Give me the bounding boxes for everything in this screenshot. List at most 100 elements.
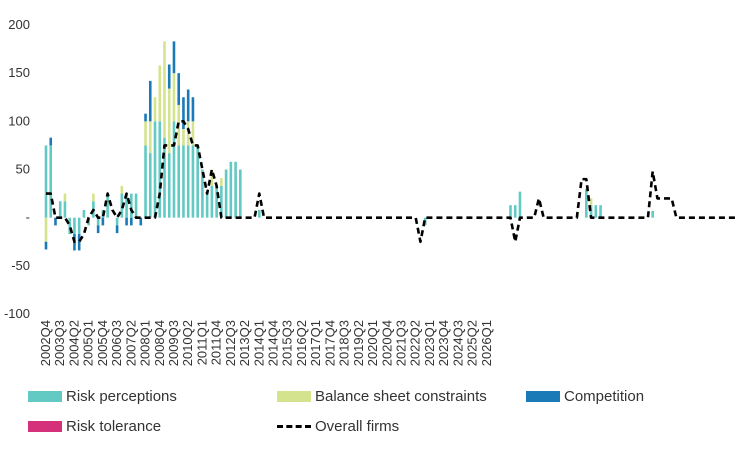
- bar-segment-risk-perceptions: [196, 145, 199, 218]
- bar-segment-risk-perceptions: [148, 153, 152, 218]
- bar-segment-risk-perceptions: [201, 169, 204, 218]
- bar-segment-risk-perceptions: [651, 210, 654, 218]
- bar-segment-balance-sheet-constraints: [158, 65, 162, 122]
- bar-segment-risk-perceptions: [125, 193, 128, 218]
- x-tick-label: 2017Q4: [322, 320, 337, 366]
- x-tick-label: 2007Q2: [123, 320, 138, 366]
- legend-swatch-balance-sheet-constraints: [277, 390, 311, 402]
- bar-segment-risk-perceptions: [172, 121, 176, 218]
- bar-segment-risk-perceptions: [49, 145, 53, 218]
- bar-segment-risk-perceptions: [513, 205, 517, 218]
- x-tick-label: 2022Q2: [408, 320, 423, 366]
- x-tick-label: 2004Q2: [66, 320, 81, 366]
- bar-segment-risk-perceptions: [130, 193, 133, 218]
- bar-segment-risk-perceptions: [224, 169, 228, 218]
- y-tick-label: -100: [4, 306, 30, 321]
- bar-segment-competition: [101, 217, 105, 226]
- bar-segment-balance-sheet-constraints: [44, 217, 48, 242]
- bar-segment-risk-perceptions: [257, 209, 261, 218]
- bar-segment-competition: [49, 137, 53, 146]
- x-axis: 2002Q4 2003Q3 2004Q2 2005Q1 2005Q4 2006Q3 2007…: [38, 320, 494, 366]
- y-tick-label: -: [26, 210, 30, 225]
- legend-label: Overall firms: [315, 417, 400, 435]
- bar-segment-balance-sheet-constraints: [220, 178, 223, 186]
- bar-series: [44, 41, 654, 251]
- x-tick-label: 2019Q2: [351, 320, 366, 366]
- x-tick-label: 2008Q4: [152, 320, 167, 366]
- bar-segment-risk-perceptions: [589, 205, 593, 218]
- x-tick-label: 2014Q4: [266, 320, 281, 366]
- legend-item-risk-perceptions: Risk perceptions: [28, 385, 177, 407]
- bar-segment-risk-perceptions: [96, 217, 100, 226]
- bar-segment-risk-perceptions: [63, 201, 67, 218]
- x-tick-label: 2010Q2: [180, 320, 195, 366]
- x-tick-label: 2018Q3: [337, 320, 352, 366]
- bar-segment-competition: [130, 217, 133, 226]
- bar-segment-risk-perceptions: [144, 145, 147, 218]
- bar-segment-competition: [191, 97, 195, 122]
- bar-segment-competition: [77, 234, 81, 251]
- bar-segment-balance-sheet-constraints: [191, 121, 195, 146]
- overall-firms-series-line: [46, 120, 738, 244]
- x-tick-label: 2014Q1: [251, 320, 266, 366]
- bar-segment-risk-perceptions: [163, 137, 166, 218]
- bar-segment-risk-perceptions: [229, 161, 233, 218]
- x-tick-label: 2008Q1: [138, 320, 153, 366]
- bar-segment-risk-perceptions: [518, 191, 522, 218]
- bar-segment-risk-perceptions: [73, 217, 76, 235]
- bar-segment-risk-perceptions: [158, 121, 162, 218]
- y-tick-label: 100: [8, 113, 30, 128]
- bar-segment-balance-sheet-constraints: [144, 121, 147, 146]
- bar-segment-balance-sheet-constraints: [182, 129, 185, 146]
- bar-segment-risk-perceptions: [68, 217, 71, 235]
- bar-segment-risk-perceptions: [191, 145, 195, 218]
- x-tick-label: 2017Q1: [308, 320, 323, 366]
- bar-segment-competition: [144, 113, 147, 122]
- bar-segment-competition: [44, 241, 48, 250]
- legend-item-overall-firms: Overall firms: [277, 415, 399, 437]
- legend-swatch-risk-perceptions: [28, 390, 62, 402]
- x-tick-label: 2013Q2: [237, 320, 252, 366]
- legend-label: Risk tolerance: [66, 417, 162, 435]
- bar-segment-risk-perceptions: [134, 193, 138, 218]
- x-tick-label: 2025Q2: [465, 320, 480, 366]
- x-tick-label: 2003Q3: [52, 320, 67, 366]
- bar-segment-risk-perceptions: [58, 201, 62, 218]
- bar-segment-risk-perceptions: [186, 145, 190, 218]
- bar-segment-balance-sheet-constraints: [210, 169, 214, 186]
- bar-segment-risk-perceptions: [44, 145, 48, 218]
- legend-label: Balance sheet constraints: [315, 387, 487, 405]
- bar-segment-competition: [96, 225, 100, 234]
- legend-swatch-competition: [526, 390, 560, 402]
- bar-segment-risk-perceptions: [509, 205, 512, 218]
- legend-label: Competition: [564, 387, 645, 405]
- bar-segment-balance-sheet-constraints: [92, 193, 95, 202]
- legend-label: Risk perceptions: [66, 387, 177, 405]
- bar-segment-balance-sheet-constraints: [153, 97, 157, 122]
- legend-item-competition: Competition: [526, 385, 644, 407]
- x-tick-label: 2011Q4: [209, 320, 224, 365]
- bar-segment-risk-perceptions: [210, 185, 214, 218]
- bar-segment-balance-sheet-constraints: [167, 88, 171, 154]
- x-tick-label: 2026Q1: [479, 320, 494, 366]
- bar-segment-balance-sheet-constraints: [148, 121, 152, 154]
- bar-segment-balance-sheet-constraints: [172, 73, 176, 122]
- bar-segment-balance-sheet-constraints: [163, 41, 166, 138]
- bar-segment-risk-perceptions: [106, 193, 109, 218]
- x-tick-label: 2020Q1: [365, 320, 380, 366]
- legend-item-risk-tolerance: Risk tolerance: [28, 415, 161, 437]
- bar-segment-competition: [125, 217, 128, 226]
- bar-segment-competition: [167, 64, 171, 89]
- x-tick-label: 2023Q1: [422, 320, 437, 366]
- bar-segment-risk-perceptions: [599, 205, 602, 218]
- bar-segment-competition: [54, 217, 57, 226]
- bar-segment-risk-perceptions: [205, 193, 209, 218]
- x-tick-label: 2002Q4: [38, 320, 53, 366]
- legend-item-balance-sheet-constraints: Balance sheet constraints: [277, 385, 487, 407]
- bar-segment-competition: [182, 97, 185, 130]
- x-tick-label: 2006Q3: [109, 320, 124, 366]
- x-tick-label: 2015Q3: [280, 320, 295, 366]
- bar-segment-balance-sheet-constraints: [589, 198, 593, 206]
